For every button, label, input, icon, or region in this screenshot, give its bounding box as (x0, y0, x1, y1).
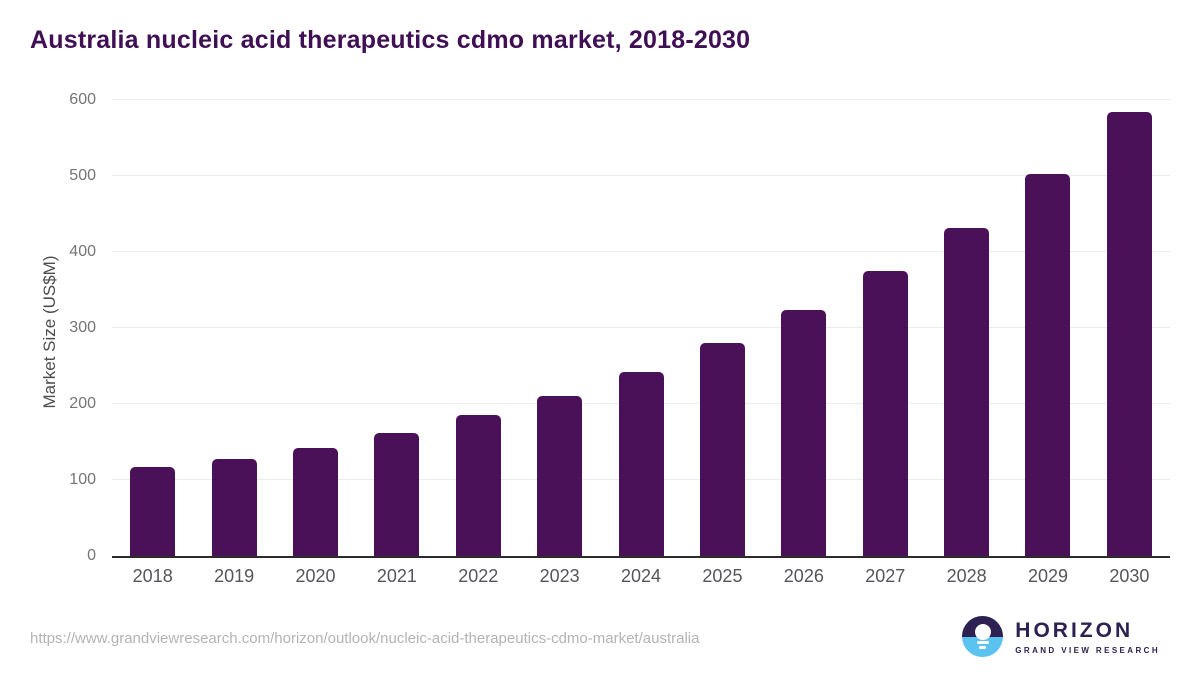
bar-2021 (374, 432, 420, 556)
bar-2026 (781, 309, 827, 556)
x-label-2025: 2025 (702, 566, 743, 586)
bar-2019 (211, 458, 257, 556)
bar-slot-2025 (682, 100, 763, 556)
bar-slot-2029 (1007, 100, 1088, 556)
logo-tagline: GRAND VIEW RESEARCH (1015, 645, 1160, 655)
bar-slot-2022 (438, 100, 519, 556)
bar-2020 (292, 448, 338, 556)
bar-2030 (1106, 112, 1152, 556)
bar-slot-2024 (600, 100, 681, 556)
bar-slot-2027 (845, 100, 926, 556)
bar-2023 (537, 395, 583, 556)
x-label-2019: 2019 (214, 566, 255, 586)
bars-row (112, 100, 1170, 556)
bar-2028 (944, 227, 990, 556)
plot-area: 0 100 200 300 400 500 600 (69, 91, 1170, 564)
bar-2029 (1025, 174, 1071, 556)
gridline-500 (112, 175, 1170, 176)
ytick-label-400: 400 (69, 243, 96, 261)
gridline-400 (112, 251, 1170, 253)
x-label-2030: 2030 (1109, 566, 1150, 586)
ytick-label-200: 200 (69, 395, 96, 413)
bar-2025 (699, 343, 745, 556)
x-label-2024: 2024 (621, 566, 662, 586)
horizon-logo: HORIZON GRAND VIEW RESEARCH (962, 616, 1160, 657)
x-label-2027: 2027 (865, 566, 906, 586)
logo-name: HORIZON (1015, 618, 1134, 642)
ytick-label-0: 0 (87, 547, 96, 564)
bar-slot-2028 (926, 100, 1007, 556)
x-label-2021: 2021 (376, 566, 417, 586)
x-label-2026: 2026 (783, 566, 824, 586)
bar-slot-2019 (193, 100, 274, 556)
gridline-600 (112, 99, 1170, 100)
bar-2027 (862, 271, 908, 556)
source-url: https://www.grandviewresearch.com/horizo… (30, 630, 700, 647)
y-axis-title: Market Size (US$M) (40, 255, 59, 409)
gridline-300 (112, 327, 1170, 328)
x-axis-labels: 2018 2019 2020 2021 2022 2023 2024 2025 2026 2027… (112, 566, 1170, 587)
bar-2024 (618, 372, 664, 556)
x-label-2022: 2022 (458, 566, 499, 586)
bar-slot-2026 (763, 100, 844, 556)
logo-ripple-icon (979, 646, 987, 649)
logo-text: HORIZON GRAND VIEW RESEARCH (1015, 619, 1160, 655)
ytick-label-300: 300 (69, 319, 96, 336)
horizon-logo-icon (962, 616, 1004, 657)
bar-slot-2023 (519, 100, 600, 556)
bar-2022 (455, 415, 501, 556)
x-label-2028: 2028 (946, 566, 987, 586)
x-label-2020: 2020 (295, 566, 336, 586)
bar-slot-2021 (356, 100, 437, 556)
bar-slot-2018 (112, 100, 193, 556)
x-label-2023: 2023 (539, 566, 580, 586)
ytick-label-500: 500 (69, 167, 96, 184)
ytick-label-100: 100 (69, 471, 96, 489)
bar-slot-2030 (1089, 100, 1170, 556)
x-label-2018: 2018 (132, 566, 173, 586)
bar-slot-2020 (275, 100, 356, 556)
chart-title: Australia nucleic acid therapeutics cdmo… (30, 26, 751, 54)
logo-sun-icon (974, 624, 991, 640)
bar-2018 (130, 467, 176, 556)
ytick-label-600: 600 (69, 91, 96, 108)
x-label-2029: 2029 (1027, 566, 1069, 586)
logo-ripple-icon (976, 641, 989, 644)
